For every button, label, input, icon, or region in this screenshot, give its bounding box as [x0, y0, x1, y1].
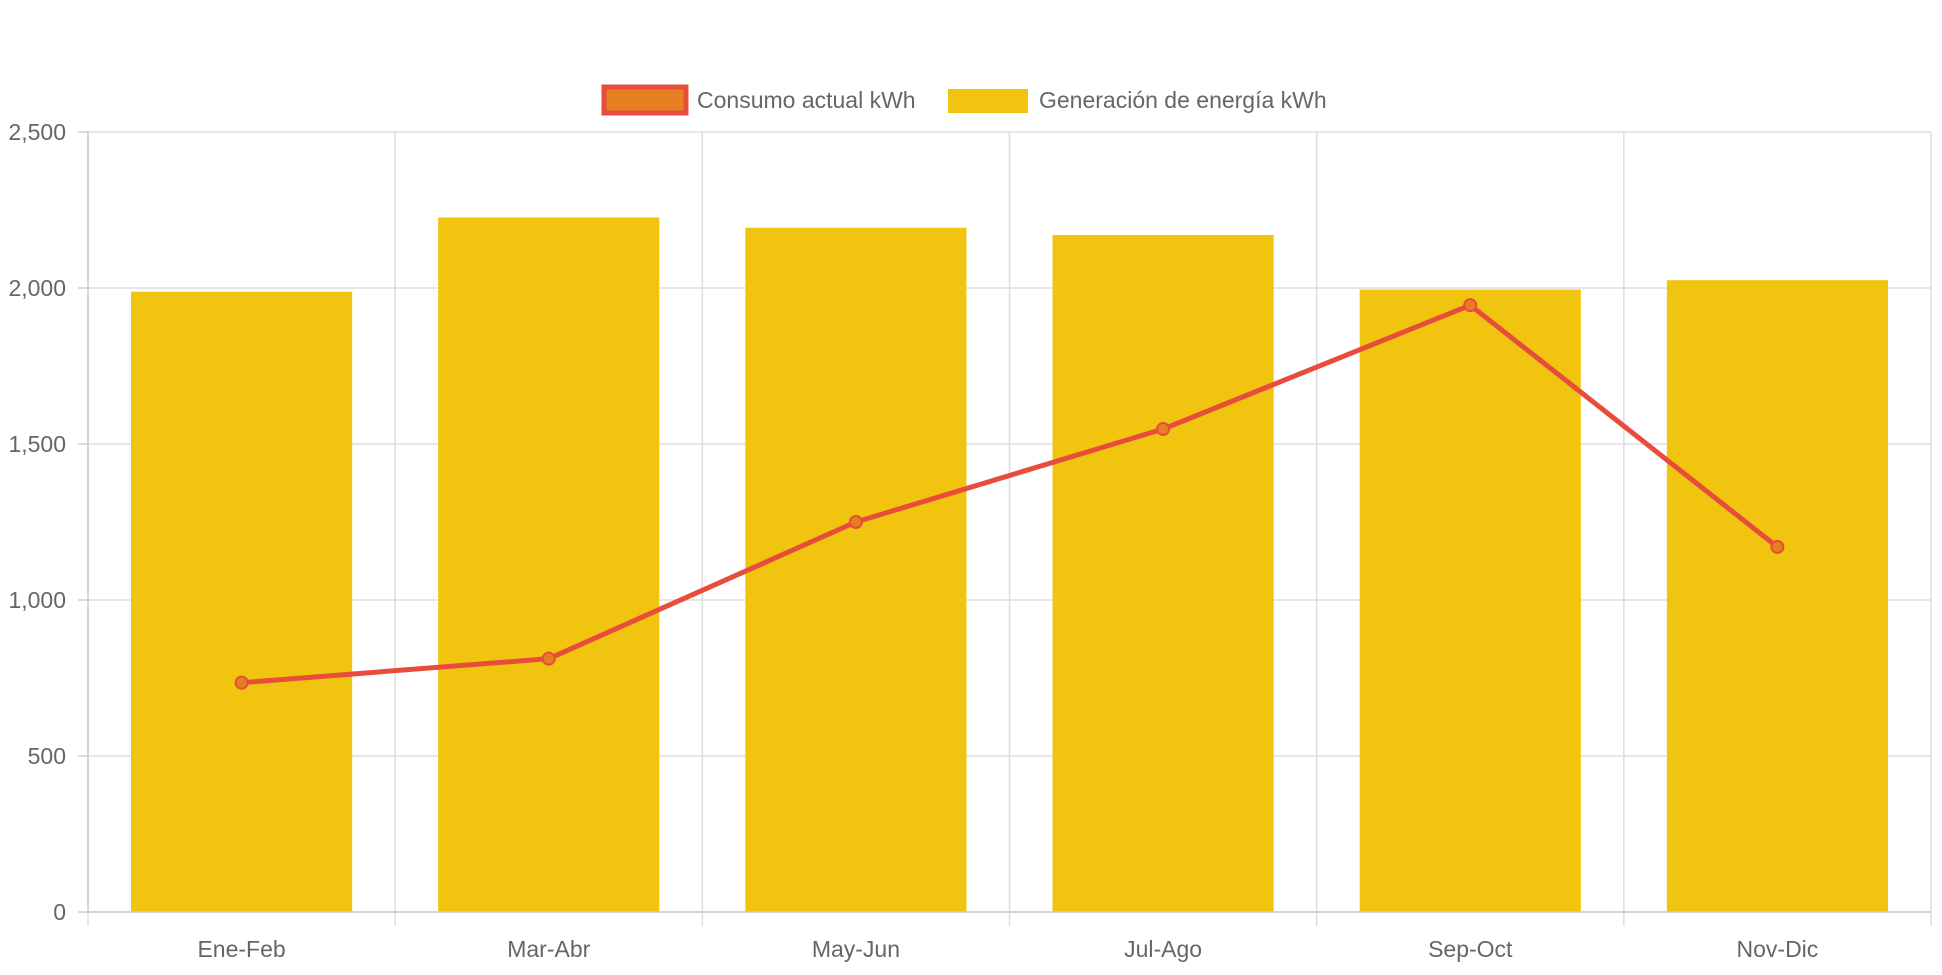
legend: Consumo actual kWh Generación de energía… [601, 84, 1327, 116]
bar-sep-oct[interactable] [1359, 289, 1581, 912]
bar-may-jun[interactable] [745, 227, 967, 912]
line-series [234, 298, 1785, 690]
y-tick-label: 2,500 [8, 119, 66, 145]
legend-label-generacion: Generación de energía kWh [1039, 87, 1327, 113]
consumo-point-may-jun[interactable] [848, 515, 863, 529]
consumo-point-ene-feb[interactable] [234, 675, 249, 690]
x-tick-label: Mar-Abr [507, 936, 590, 962]
y-tick-label: 2,000 [8, 275, 66, 301]
bar-series [131, 217, 1888, 912]
axes: 0 500 1,000 1,500 2,000 2,500 Ene-Feb Mar-Abr Ma… [8, 119, 1931, 962]
y-tick-label: 1,000 [8, 587, 66, 613]
legend-item-consumo[interactable]: Consumo actual kWh [601, 84, 916, 116]
x-tick-label: Sep-Oct [1428, 936, 1513, 962]
consumo-point-sep-oct[interactable] [1463, 298, 1478, 313]
x-tick-label: May-Jun [812, 936, 900, 962]
x-tick-label: Jul-Ago [1124, 936, 1202, 962]
consumo-point-jul-ago[interactable] [1156, 422, 1171, 437]
y-tick-label: 500 [28, 743, 66, 769]
legend-item-generacion[interactable]: Generación de energía kWh [948, 87, 1327, 113]
consumo-point-nov-dic[interactable] [1770, 539, 1785, 554]
bar-ene-feb[interactable] [131, 291, 353, 912]
bar-nov-dic[interactable] [1666, 280, 1888, 912]
consumo-line [241, 302, 1779, 686]
legend-label-consumo: Consumo actual kWh [697, 87, 916, 113]
legend-swatch-consumo [601, 84, 689, 116]
x-tick-label: Ene-Feb [197, 936, 285, 962]
legend-swatch-generacion [948, 89, 1028, 113]
bar-jul-ago[interactable] [1052, 234, 1274, 912]
consumo-point-mar-abr[interactable] [541, 651, 556, 666]
y-tick-label: 1,500 [8, 431, 66, 457]
grid-lines [87, 131, 1932, 926]
y-tick-label: 0 [53, 899, 66, 925]
bar-mar-abr[interactable] [438, 217, 660, 912]
x-tick-label: Nov-Dic [1737, 936, 1819, 962]
